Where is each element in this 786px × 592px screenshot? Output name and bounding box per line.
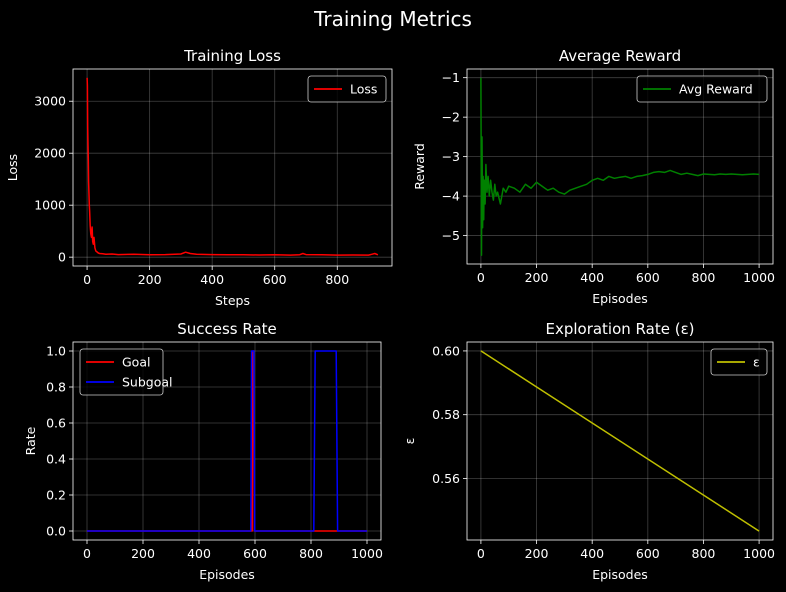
x-axis-label: Episodes [592, 291, 648, 306]
chart-panel-4: 0 200 400 600 800 1000 0.56 0.58 0.60 Exploration… [402, 320, 775, 582]
legend: ε [710, 348, 768, 376]
series-line-avg-reward [480, 77, 760, 257]
legend-label: ε [753, 355, 760, 370]
x-tick-label: 800 [692, 270, 716, 285]
x-tick-label: 400 [187, 546, 211, 561]
y-tick-label: −1 [442, 70, 460, 85]
chart-panel-2: 0 200 400 600 800 1000 −1 −2 −3 −4 −5 Average Rewar… [412, 47, 775, 306]
y-tick-label: 0.56 [432, 471, 460, 486]
chart-title: Average Reward [559, 47, 681, 65]
axes-frame [72, 68, 393, 267]
y-tick-label: −4 [442, 189, 460, 204]
x-tick-label: 200 [525, 270, 549, 285]
y-tick-label: 0.58 [432, 407, 460, 422]
legend-label: Loss [350, 82, 377, 97]
x-tick-label: 800 [299, 546, 323, 561]
y-tick-label: 0.8 [46, 380, 66, 395]
y-tick-label: −3 [442, 149, 460, 164]
x-tick-label: 800 [325, 272, 349, 287]
x-axis-label: Episodes [199, 567, 255, 582]
series-line-loss [86, 77, 379, 256]
chart-title: Training Loss [183, 47, 281, 65]
chart-panel-3: 0 200 400 600 800 1000 0.0 0.2 0.4 0.6 0.8 1.0 Succe… [23, 320, 383, 582]
x-tick-label: 200 [131, 546, 155, 561]
legend-box [79, 348, 164, 396]
y-axis-label: Loss [5, 154, 20, 181]
x-tick-label: 600 [263, 272, 287, 287]
legend-box [307, 75, 387, 103]
x-tick-label: 200 [138, 272, 162, 287]
chart-title: Success Rate [177, 320, 277, 338]
x-axis-label: Episodes [592, 567, 648, 582]
series-line- [480, 350, 760, 532]
y-tick-label: 1.0 [46, 344, 66, 359]
y-tick-label: 0.4 [46, 452, 66, 467]
y-axis-label: Rate [23, 426, 38, 455]
legend-box [636, 75, 768, 103]
x-tick-label: 1000 [743, 546, 775, 561]
y-tick-label: 0 [58, 250, 66, 265]
y-axis-label: ε [402, 438, 417, 445]
series-line-subgoal [87, 350, 367, 532]
chart-title: Exploration Rate (ε) [545, 320, 694, 338]
x-tick-label: 1000 [743, 270, 775, 285]
y-tick-label: 3000 [34, 94, 66, 109]
y-tick-label: 0.0 [46, 524, 66, 539]
x-axis-label: Steps [215, 293, 250, 308]
x-tick-label: 400 [580, 270, 604, 285]
legend-label: Avg Reward [679, 82, 753, 97]
x-tick-label: 600 [636, 546, 660, 561]
y-tick-label: 2000 [34, 146, 66, 161]
x-tick-label: 1000 [351, 546, 383, 561]
axes-frame [466, 68, 774, 265]
x-tick-label: 400 [200, 272, 224, 287]
x-tick-label: 0 [83, 546, 91, 561]
x-tick-label: 0 [477, 270, 485, 285]
y-tick-label: 0.6 [46, 416, 66, 431]
x-tick-label: 400 [580, 546, 604, 561]
legend: Avg Reward [636, 75, 768, 103]
legend-label: Goal [122, 355, 150, 370]
legend: Loss [307, 75, 387, 103]
figure-suptitle: Training Metrics [313, 7, 472, 31]
chart-panel-1: 0 200 400 600 800 0 1000 2000 3000 Training Loss S… [5, 47, 393, 308]
x-tick-label: 600 [243, 546, 267, 561]
legend-label: Subgoal [122, 375, 173, 390]
y-tick-label: 1000 [34, 198, 66, 213]
y-tick-label: 0.2 [46, 488, 66, 503]
y-axis-label: Reward [412, 143, 427, 190]
x-tick-label: 800 [692, 546, 716, 561]
legend: Goal Subgoal [79, 348, 173, 396]
x-tick-label: 0 [83, 272, 91, 287]
axes-frame [466, 341, 774, 541]
axes-frame [72, 341, 382, 541]
x-tick-label: 600 [636, 270, 660, 285]
y-tick-label: −5 [442, 228, 460, 243]
x-tick-label: 0 [477, 546, 485, 561]
y-tick-label: 0.60 [432, 343, 460, 358]
x-tick-label: 200 [525, 546, 549, 561]
y-tick-label: −2 [442, 110, 460, 125]
